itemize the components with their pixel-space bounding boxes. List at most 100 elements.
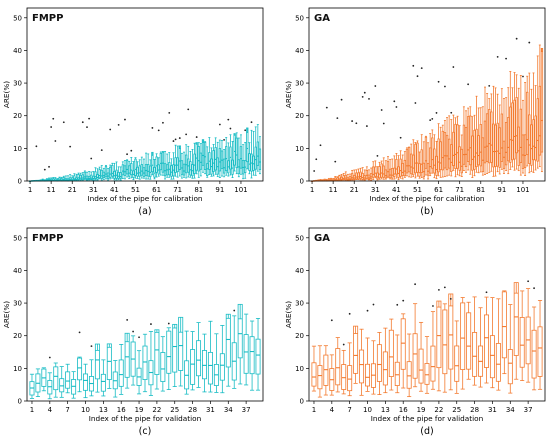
- box-item: [500, 88, 504, 170]
- box-body: [448, 138, 451, 169]
- box-body: [526, 91, 529, 156]
- box-item: [184, 330, 190, 395]
- box-body: [138, 165, 141, 177]
- box-body: [172, 323, 178, 373]
- box-item: [111, 162, 114, 179]
- box-outlier: [351, 120, 354, 122]
- box-item: [71, 175, 74, 182]
- box-body: [436, 300, 442, 369]
- box-body: [365, 363, 370, 387]
- box-body: [359, 171, 362, 179]
- box-item: [507, 87, 510, 175]
- box-body: [311, 362, 317, 387]
- box-item: [121, 161, 124, 179]
- box-outlier: [81, 121, 84, 124]
- box-item: [41, 178, 44, 182]
- box-body: [484, 314, 489, 368]
- box-body: [405, 148, 409, 174]
- box-item: [29, 373, 35, 399]
- panel-title: GA: [314, 233, 330, 244]
- box-body: [147, 164, 150, 177]
- y-tick-label: 50: [13, 14, 22, 22]
- box-item: [342, 173, 345, 181]
- box-item: [336, 117, 339, 182]
- box-body: [502, 140, 506, 169]
- box-item: [391, 158, 394, 180]
- box-outlier: [402, 299, 405, 302]
- box-body: [77, 174, 80, 180]
- x-axis-label: Index of the pipe for calibration: [87, 194, 202, 203]
- box-item: [537, 300, 543, 390]
- box-outlier: [505, 57, 507, 60]
- box-body: [507, 349, 513, 385]
- box-body: [113, 170, 116, 179]
- box-item: [414, 102, 417, 179]
- box-body: [149, 165, 152, 178]
- box-item: [54, 140, 57, 182]
- box-item: [189, 150, 192, 178]
- box-item: [47, 356, 53, 400]
- box-item: [344, 171, 347, 181]
- box-body: [519, 108, 522, 163]
- box-body: [79, 174, 82, 181]
- box-body: [342, 175, 345, 180]
- box-item: [433, 134, 436, 179]
- box-body: [357, 172, 360, 180]
- box-body: [206, 163, 209, 176]
- box-body: [466, 116, 470, 162]
- box-item: [77, 331, 83, 393]
- box-item: [176, 145, 179, 178]
- x-tick-label: 4: [330, 406, 335, 414]
- box-outlier: [229, 127, 232, 130]
- box-body: [153, 167, 156, 178]
- box-item: [163, 151, 167, 180]
- box-item: [448, 293, 454, 391]
- box-item: [237, 137, 240, 178]
- box-item: [178, 137, 181, 177]
- box-body: [335, 348, 341, 386]
- box-body: [464, 126, 468, 168]
- panel-caption: (d): [420, 426, 433, 437]
- box-body: [400, 318, 406, 370]
- box-item: [489, 297, 495, 389]
- x-tick-label: 7: [65, 406, 69, 414]
- box-item: [255, 318, 261, 391]
- box-item: [534, 85, 537, 171]
- box-body: [90, 174, 93, 180]
- box-item: [214, 137, 217, 175]
- box-outlier: [218, 123, 221, 126]
- box-body: [178, 316, 184, 371]
- y-tick-label: 10: [295, 365, 304, 373]
- box-outlier: [52, 117, 55, 120]
- box-outlier: [443, 286, 446, 289]
- box-body: [424, 136, 428, 169]
- y-tick-label: 40: [295, 47, 304, 55]
- box-item: [155, 153, 158, 178]
- box-body: [353, 174, 356, 180]
- box-item: [452, 66, 455, 171]
- box-outlier: [78, 331, 81, 334]
- box-outlier: [515, 37, 518, 40]
- box-item: [207, 320, 213, 393]
- box-body: [374, 166, 377, 177]
- y-tick-label: 10: [13, 145, 22, 153]
- box-item: [332, 178, 335, 182]
- y-tick-label: 0: [300, 398, 304, 406]
- x-tick-label: 101: [516, 186, 529, 194]
- y-tick-label: 20: [13, 332, 22, 340]
- x-tick-label: 16: [117, 406, 126, 414]
- box-body: [130, 163, 133, 176]
- box-item: [509, 71, 512, 170]
- box-item: [227, 118, 230, 177]
- box-item: [168, 111, 171, 178]
- box-series: [28, 108, 262, 182]
- box-item: [125, 153, 129, 178]
- box-item: [410, 143, 413, 178]
- x-tick-label: 28: [470, 406, 479, 414]
- box-body: [340, 176, 343, 181]
- x-tick-label: 61: [152, 186, 161, 194]
- box-body: [386, 161, 390, 177]
- box-body: [441, 130, 444, 171]
- box-item: [466, 301, 472, 380]
- box-item: [128, 160, 131, 179]
